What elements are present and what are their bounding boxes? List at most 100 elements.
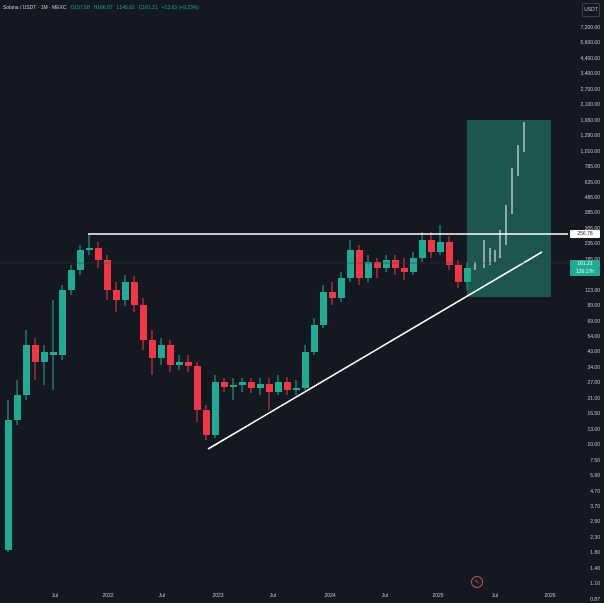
candle-up [347, 250, 354, 278]
time-axis-label: Jul [158, 593, 166, 599]
candle-down [194, 366, 201, 410]
price-axis-label: 1.40 [590, 565, 600, 572]
price-axis-label: 10.00 [587, 442, 600, 449]
price-axis-label: 2,700.00 [580, 86, 600, 93]
candle-up [257, 384, 264, 388]
candle-up [50, 352, 57, 355]
symbol-name[interactable]: Solana / USDT · 1M · MEXC [3, 4, 67, 11]
candle-down [401, 268, 408, 272]
price-axis-label: 485.00 [584, 194, 600, 201]
price-axis-label: 235.00 [584, 241, 600, 248]
time-axis-label: Jul [491, 593, 499, 599]
ohlc-open: O157.58 [70, 4, 90, 11]
candle-down [104, 260, 111, 290]
candle-up [77, 250, 84, 270]
candle-down [221, 382, 228, 387]
candle-up [293, 388, 300, 390]
candle-up [5, 420, 12, 550]
candle-down [131, 282, 138, 305]
currency-selector[interactable]: USDT [582, 3, 600, 17]
candle-up [68, 270, 75, 290]
level-price-badge: 256.78 [570, 230, 600, 238]
candle-up [212, 382, 219, 435]
candle-down [95, 248, 102, 260]
price-axis-label: 34.00 [587, 364, 600, 371]
candle-up [302, 352, 309, 388]
ohlc-change: +13.63 (+9.23%) [161, 4, 199, 11]
price-axis-label: 4.70 [590, 488, 600, 495]
price-axis-label: 2.30 [590, 534, 600, 541]
price-axis-label: 16.50 [587, 411, 600, 418]
candle-down [32, 345, 39, 362]
candle-down [140, 305, 147, 340]
candle-down [149, 340, 156, 358]
candle-up [59, 290, 66, 355]
candle-up [158, 345, 165, 358]
candle-up [410, 258, 417, 272]
price-axis-label: 5,600.00 [580, 40, 600, 47]
tradingview-logo-icon[interactable]: ✎ [471, 576, 483, 588]
candle-down [446, 242, 453, 265]
candle-down [113, 290, 120, 300]
candle-up [122, 282, 129, 300]
price-axis-label: 21.00 [587, 395, 600, 402]
current-price-badge: 161.21 [570, 260, 600, 268]
price-axis-label: 1,290.00 [580, 133, 600, 140]
price-axis-label: 7.50 [590, 457, 600, 464]
price-axis-label: 305.00 [584, 225, 600, 232]
candle-up [23, 345, 30, 395]
candle-up [320, 292, 327, 325]
candle-down [329, 292, 336, 298]
candle-up [437, 242, 444, 252]
time-axis-label: 2025 [432, 593, 444, 599]
candle-up [41, 352, 48, 362]
price-axis-label: 27.00 [587, 380, 600, 387]
candle-down [266, 384, 273, 392]
price-axis-label: 54.00 [587, 334, 600, 340]
support-trendline [207, 251, 543, 450]
candle-down [167, 345, 174, 365]
time-axis-label: 2024 [324, 593, 336, 599]
price-axis-label: 625.00 [584, 179, 600, 186]
price-axis-label: 43.00 [587, 349, 600, 356]
price-axis-label: 185.00 [570, 257, 600, 263]
symbol-header: Solana / USDT · 1M · MEXC O157.58 H166.8… [3, 3, 199, 12]
price-axis-label: 1,010.00 [580, 148, 600, 155]
candle-up [383, 260, 390, 268]
price-axis-label: 1.80 [590, 550, 600, 557]
candle-up [275, 382, 282, 392]
candle-up [14, 395, 21, 420]
candle-up [86, 248, 93, 250]
price-axis-label: 3,400.00 [580, 71, 600, 78]
candle-up [338, 278, 345, 298]
price-axis-label: 69.00 [587, 318, 600, 325]
candle-up [230, 385, 237, 387]
price-axis-label: 785.00 [584, 164, 600, 171]
price-axis-label: 4,400.00 [580, 55, 600, 62]
candle-down [374, 262, 381, 268]
price-axis-label: 1.10 [590, 581, 600, 588]
price-axis-label: 1,650.00 [580, 117, 600, 124]
price-axis-label: 13.00 [587, 426, 600, 433]
candle-down [203, 410, 210, 435]
candle-up [419, 240, 426, 258]
price-axis-label: 113.00 [585, 287, 600, 294]
time-axis-label: Jul [269, 593, 277, 599]
ohlc-high: H166.87 [93, 4, 113, 11]
ohlc-low: L145.62 [116, 4, 135, 11]
candle-down [185, 362, 192, 366]
target-zone [467, 120, 551, 297]
price-axis-label: 89.00 [587, 303, 600, 310]
price-axis-label: 3.70 [590, 503, 600, 510]
time-axis-label: 2022 [102, 593, 114, 599]
time-axis-label: 2026 [544, 593, 556, 599]
candle-down [356, 250, 363, 278]
candle-down [428, 240, 435, 252]
price-axis-label: 7,200.00 [580, 25, 600, 31]
candle-down [284, 382, 291, 390]
time-axis-label: 2023 [212, 593, 224, 599]
candle-up [365, 262, 372, 278]
candle-up [239, 382, 246, 385]
